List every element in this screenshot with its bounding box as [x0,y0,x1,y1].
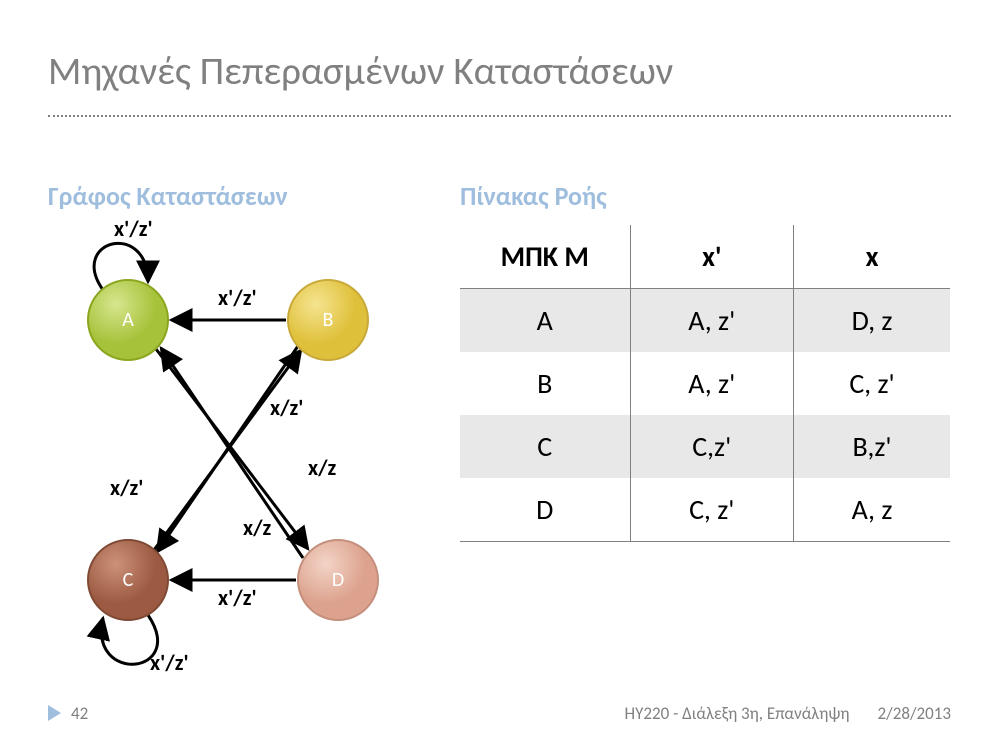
title-divider [48,115,951,117]
node-d: D [298,540,378,620]
table-cell: C [460,415,630,478]
table-row: A A, z' D, z [460,289,950,353]
table-cell: A [460,289,630,353]
slide-title: Μηχανές Πεπερασμένων Καταστάσεων [48,48,673,95]
edge-label: x'/z' [218,584,257,611]
edge-label: x/z' [270,394,303,421]
node-b: B [288,280,368,360]
table-cell: A, z [794,478,950,542]
footer-date: 2/28/2013 [878,703,951,724]
table-cell: C,z' [630,415,794,478]
table-cell: A, z' [630,289,794,353]
svg-text:D: D [332,568,344,592]
subtitle-flow-table: Πίνακας Ροής [460,180,607,212]
table-row: C C,z' B,z' [460,415,950,478]
table-header: ΜΠΚ Μ [460,225,630,289]
edge-label: x'/z' [150,649,189,676]
edge-label: x/z [243,514,272,541]
table-cell: D [460,478,630,542]
svg-text:C: C [123,568,134,592]
table-row: B A, z' C, z' [460,352,950,415]
table-cell: C, z' [630,478,794,542]
footer-center: HY220 - Διάλεξη 3η, Επανάληψη [625,703,850,724]
table-cell: A, z' [630,352,794,415]
table-cell: D, z [794,289,950,353]
slide-number: 42 [71,703,111,724]
edge-d-a [161,348,303,558]
state-graph: A B C D x'/z' x'/z' x/z' x/z x/z' x/z x'… [48,200,428,710]
node-a: A [88,280,168,360]
table-cell: C, z' [794,352,950,415]
edge-label: x/z' [110,474,143,501]
table-row: D C, z' A, z [460,478,950,542]
table-cell: B,z' [794,415,950,478]
edge-label: x'/z' [114,215,153,242]
flow-table: ΜΠΚ Μ x' x A A, z' D, z B A, z' C, z' C … [460,225,950,542]
svg-text:A: A [122,308,134,332]
table-header-row: ΜΠΚ Μ x' x [460,225,950,289]
edge-label: x'/z' [218,284,257,311]
play-icon [48,705,61,721]
footer: 42 HY220 - Διάλεξη 3η, Επανάληψη 2/28/20… [48,699,951,727]
table-cell: B [460,352,630,415]
table-header: x [794,225,950,289]
svg-text:B: B [323,308,334,332]
node-c: C [88,540,168,620]
table-header: x' [630,225,794,289]
edge-label: x/z [308,454,337,481]
